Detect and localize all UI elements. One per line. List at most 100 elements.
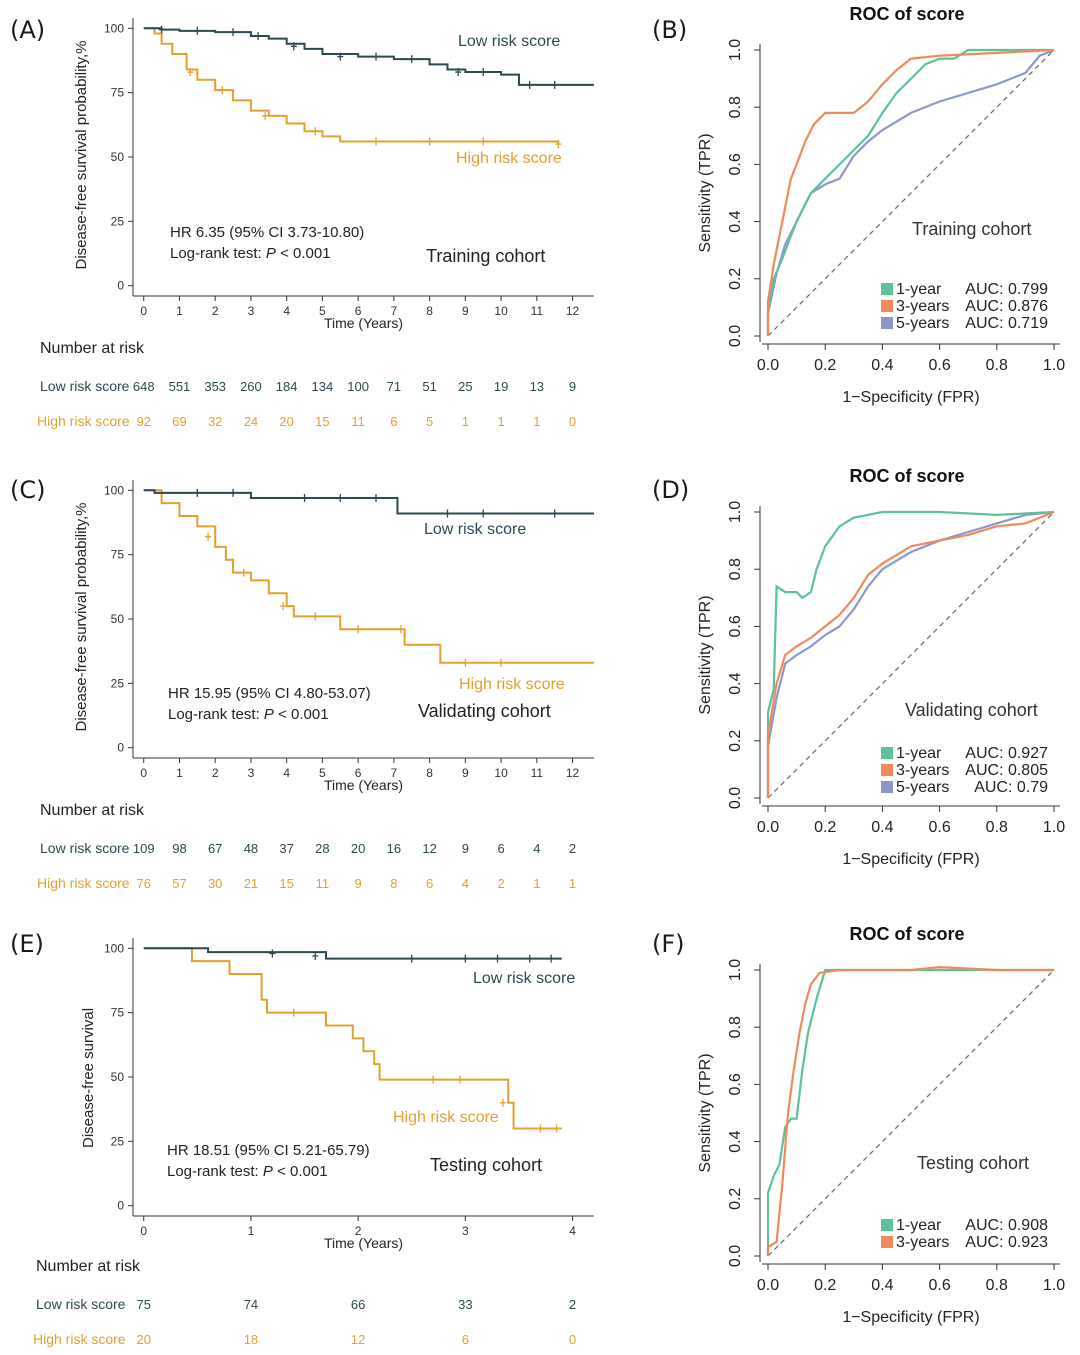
y-tick-label: 0.8 [727,1016,744,1038]
y-tick-label: 75 [111,548,125,562]
y-axis-label: Sensitivity (TPR) [697,133,714,252]
high-risk-censor-mark [312,127,319,136]
y-tick-label: 0 [117,1199,124,1213]
legend-auc: AUC: 0.79 [974,779,1048,796]
roc-panel-d: (D) ROC of score 0.0 0.0 0.2 0.2 0.4 0.4 0.6 0.6… [640,462,1080,902]
x-tick-label: 1 [248,1224,255,1238]
x-tick-label: 3 [248,304,255,318]
risk-low-count: 2 [568,841,577,856]
low-risk-label: Low risk score [458,33,560,50]
x-tick-label: 4 [569,1224,576,1238]
logrank-p: P [263,1163,273,1180]
y-axis-label: Sensitivity (TPR) [697,1053,714,1172]
reference-diagonal [767,49,1055,337]
risk-high-count: 8 [390,876,398,891]
x-tick-label: 1 [176,766,183,780]
y-tick-label: 25 [111,676,125,690]
low-risk-censor-mark [269,949,276,958]
risk-high-count: 57 [172,876,187,891]
low-risk-censor-mark [230,488,237,497]
legend-swatch [881,1236,893,1248]
legend-name: 5-years [896,779,949,796]
risk-low-count: 9 [568,379,577,394]
risk-low-count: 75 [136,1297,151,1312]
x-tick-label: 3 [462,1224,469,1238]
low-risk-censor-mark [480,68,487,77]
risk-low-count: 37 [279,841,294,856]
legend-name: 5-years [896,315,949,332]
roc-curve-y5 [766,510,1055,798]
low-risk-censor-mark [230,28,237,37]
risk-low-count: 19 [493,379,509,394]
roc-plot-d: ROC of score 0.0 0.0 0.2 0.2 0.4 0.4 0.6 0.6 0.8 0… [697,466,1065,868]
x-tick-label: 0.6 [928,357,950,374]
y-axis-label: Disease-free survival [80,1008,97,1148]
y-tick-label: 0.2 [727,730,744,752]
risk-high-count: 24 [243,414,259,429]
y-tick-label: 25 [111,214,125,228]
x-tick-label: 0.2 [814,819,836,836]
logrank-prefix: Log-rank test: [168,706,264,723]
high-risk-censor-mark [499,1098,506,1107]
y-tick-label: 0.2 [727,1188,744,1210]
x-tick-label: 11 [531,304,544,318]
risk-low-count: 71 [386,379,402,394]
x-tick-label: 0.8 [986,357,1008,374]
legend-swatch [881,781,893,793]
risk-low-label: Low risk score [36,1296,126,1312]
low-risk-censor-mark [194,488,201,497]
y-tick-label: 0.4 [727,210,744,232]
x-tick-label: 10 [494,766,508,780]
panel-label: (F) [652,930,685,958]
y-tick-label: 25 [111,1134,125,1148]
high-risk-curve [143,947,562,1130]
roc-panel-b: (B) ROC of score 0.0 0.0 0.2 0.2 0.4 0.4 0.6 0.6… [640,0,1080,440]
roc-curve-y5 [766,48,1055,336]
risk-low-count: 551 [168,379,191,394]
logrank-text: Log-rank test: P < 0.001 [168,706,329,723]
low-risk-censor-mark [548,954,555,963]
risk-low-count: 260 [240,379,262,394]
legend-auc: AUC: 0.805 [965,762,1048,779]
x-tick-label: 2 [355,1224,362,1238]
x-axis-label: Time (Years) [324,1235,403,1251]
roc-curve-y3 [766,48,1055,336]
risk-table-title: Number at risk [40,340,145,357]
x-tick-label: 9 [462,304,469,318]
y-tick-label: 0.6 [727,615,744,637]
logrank-suffix: < 0.001 [273,1163,328,1180]
low-risk-censor-mark [337,52,344,61]
high-risk-label: High risk score [393,1109,499,1126]
legend-swatch [881,283,893,295]
logrank-text: Log-rank test: P < 0.001 [170,245,331,262]
risk-low-count: 4 [533,841,541,856]
legend-name: 1-year [896,745,942,762]
legend-auc: AUC: 0.876 [965,298,1048,315]
x-tick-label: 1.0 [1043,357,1065,374]
x-tick-label: 0.2 [814,357,836,374]
legend-auc: AUC: 0.908 [965,1217,1048,1234]
hazard-ratio-text: HR 15.95 (95% CI 4.80-53.07) [168,685,371,702]
high-risk-censor-mark [262,111,269,120]
chart-title: ROC of score [849,4,964,24]
y-tick-label: 75 [111,86,125,100]
risk-high-count: 20 [279,414,294,429]
low-risk-censor-mark [551,80,558,89]
risk-low-count: 98 [172,841,187,856]
x-tick-label: 9 [462,766,469,780]
risk-low-count: 13 [529,379,545,394]
risk-low-label: Low risk score [40,840,130,856]
logrank-prefix: Log-rank test: [170,245,266,262]
x-tick-label: 0 [140,1224,147,1238]
low-risk-censor-mark [480,509,487,518]
x-axis-label: Time (Years) [324,777,403,793]
high-risk-curve [143,27,560,145]
high-risk-censor-mark [430,1075,437,1084]
x-tick-label: 0.0 [757,1277,779,1294]
risk-high-count: 2 [497,876,505,891]
km-panel-c: (C) 0 25 50 75 100 0 1 2 3 4 5 6 7 8 9 10 11 12 Time (Year… [0,462,620,902]
x-tick-label: 0.2 [814,1277,836,1294]
y-tick-label: 0.0 [727,1245,744,1267]
